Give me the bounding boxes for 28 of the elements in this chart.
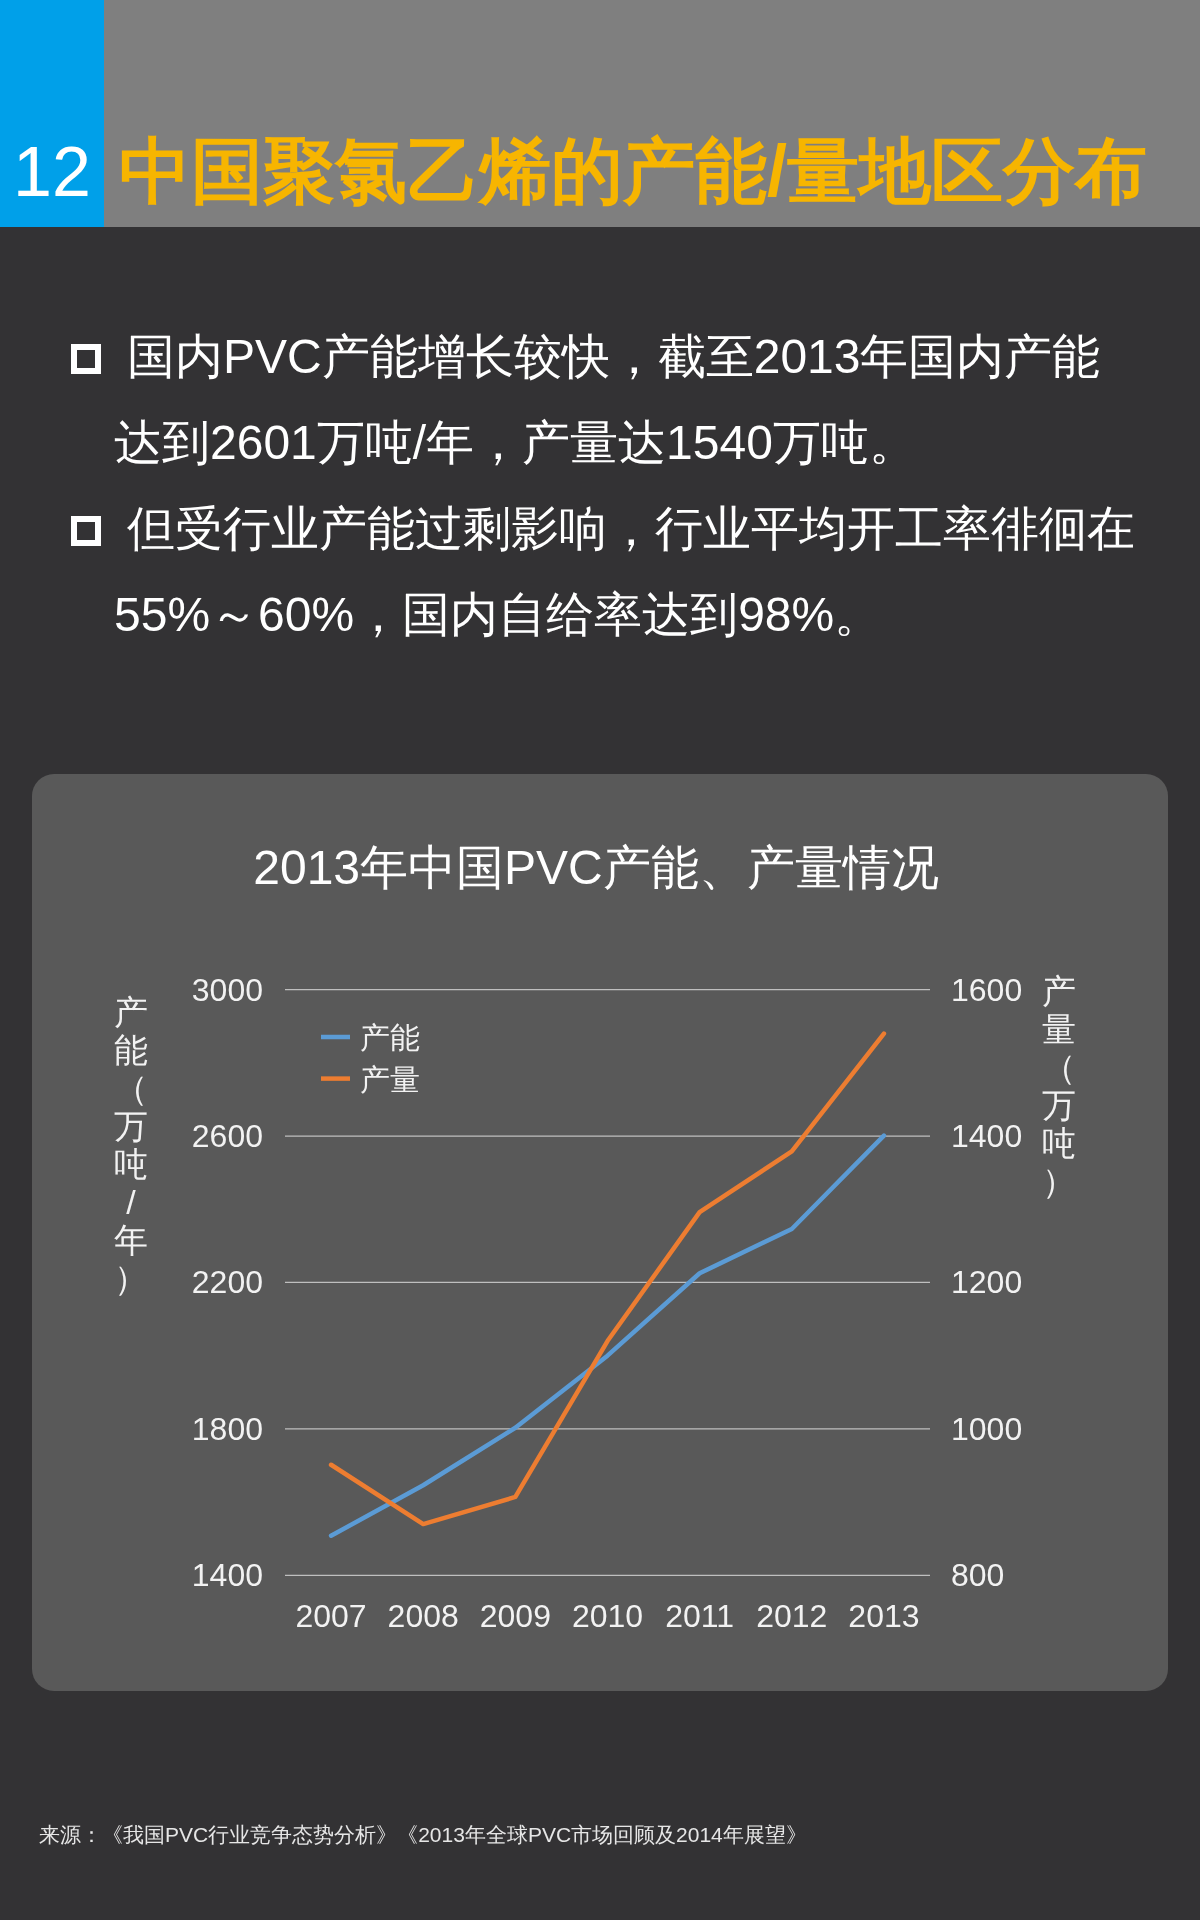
legend-label: 产量	[360, 1062, 420, 1096]
y2-tick-label: 1400	[951, 1118, 1023, 1155]
source-note: 来源：《我国PVC行业竞争态势分析》《2013年全球PVC市场回顾及2014年展望》	[39, 1823, 807, 1846]
y2-tick-label: 1600	[951, 971, 1023, 1008]
y-tick-label: 1400	[191, 1557, 263, 1594]
text: 国内PVC产能增长较快，截至2013年国内产能达到2601万吨/年，产量达1540万吨。	[114, 329, 1102, 471]
y2-axis-title: 产量（万吨）	[1042, 972, 1076, 1200]
legend-label: 产能	[360, 1021, 420, 1054]
y-tick-label: 1800	[191, 1410, 263, 1447]
y-tick-label: 2200	[191, 1264, 263, 1301]
x-tick-label: 2012	[756, 1598, 828, 1634]
y-tick-label: 2600	[191, 1118, 263, 1155]
text: 但受行业产能过剩影响，行业平均开工率徘徊在55%～60%，国内自给率达到98%。	[114, 501, 1136, 643]
text: 中国聚氯乙烯的产能/量地区分布	[119, 131, 1148, 211]
y2-tick-label: 1200	[951, 1264, 1023, 1301]
chart-title: 2013年中国PVC产能、产量情况	[253, 841, 939, 894]
x-tick-label: 2013	[848, 1598, 920, 1634]
y-tick-label: 3000	[191, 971, 263, 1008]
text: 12	[13, 133, 91, 211]
x-tick-label: 2008	[387, 1598, 459, 1634]
x-tick-label: 2010	[571, 1598, 644, 1634]
y2-tick-label: 1000	[951, 1410, 1023, 1447]
x-tick-label: 2007	[295, 1598, 367, 1634]
x-tick-label: 2011	[665, 1598, 735, 1634]
line-series	[328, 1133, 887, 1539]
x-tick-label: 2009	[479, 1598, 551, 1634]
y2-tick-label: 800	[951, 1557, 1005, 1594]
y-axis-title: 产能（万吨/年）	[114, 993, 148, 1297]
